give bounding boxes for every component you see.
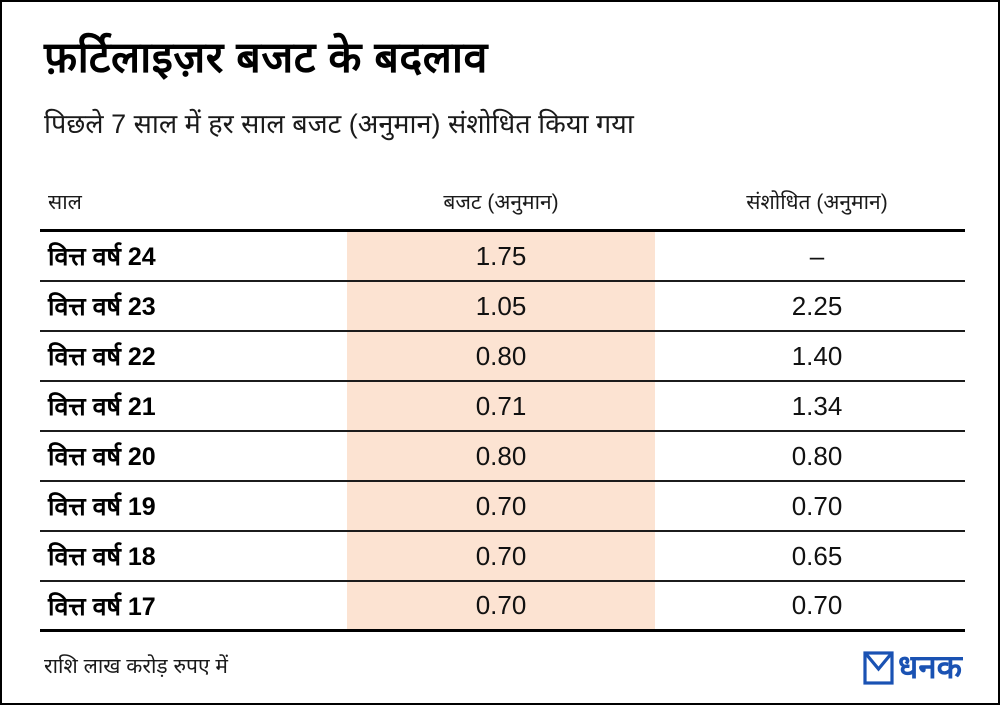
year-cell: वित्त वर्ष 20: [48, 443, 156, 471]
column-header-revised: संशोधित (अनुमान): [746, 190, 888, 214]
checked-box-icon: [862, 648, 896, 686]
budget-cell: 0.80: [347, 332, 655, 380]
table-row: वित्त वर्ष 22 0.80 1.40: [40, 332, 965, 382]
column-header-year: साल: [48, 190, 82, 214]
budget-cell: 0.70: [347, 582, 655, 629]
budget-cell: 0.80: [347, 432, 655, 480]
year-cell: वित्त वर्ष 19: [48, 493, 156, 521]
revised-cell: 1.34: [791, 390, 843, 421]
brand-name: धनक: [898, 648, 962, 685]
table-row: वित्त वर्ष 17 0.70 0.70: [40, 582, 965, 632]
revised-cell: 1.40: [791, 340, 843, 371]
dhanak-logo: धनक: [862, 648, 962, 686]
revised-cell: –: [809, 240, 825, 271]
year-cell: वित्त वर्ष 22: [48, 343, 156, 371]
unit-footnote: राशि लाख करोड़ रुपए में: [44, 655, 228, 678]
column-header-budget: बजट (अनुमान): [443, 190, 559, 214]
year-cell: वित्त वर्ष 23: [48, 293, 156, 321]
year-cell: वित्त वर्ष 24: [48, 243, 156, 271]
table-row: वित्त वर्ष 23 1.05 2.25: [40, 282, 965, 332]
table-row: वित्त वर्ष 19 0.70 0.70: [40, 482, 965, 532]
budget-cell: 1.75: [347, 232, 655, 280]
page-title: फ़र्टिलाइज़र बजट के बदलाव: [44, 34, 488, 82]
table-header-row: साल बजट (अनुमान) संशोधित (अनुमान): [40, 174, 965, 232]
table-row: वित्त वर्ष 24 1.75 –: [40, 232, 965, 282]
year-cell: वित्त वर्ष 18: [48, 543, 156, 571]
revised-cell: 0.70: [791, 590, 843, 620]
budget-table: साल बजट (अनुमान) संशोधित (अनुमान) वित्त …: [40, 174, 965, 632]
table-row: वित्त वर्ष 18 0.70 0.65: [40, 532, 965, 582]
revised-cell: 2.25: [791, 290, 843, 321]
revised-cell: 0.65: [791, 540, 843, 571]
table-row: वित्त वर्ष 21 0.71 1.34: [40, 382, 965, 432]
budget-cell: 1.05: [347, 282, 655, 330]
year-cell: वित्त वर्ष 21: [48, 393, 156, 421]
table-row: वित्त वर्ष 20 0.80 0.80: [40, 432, 965, 482]
budget-cell: 0.71: [347, 382, 655, 430]
year-cell: वित्त वर्ष 17: [48, 592, 156, 621]
budget-cell: 0.70: [347, 532, 655, 580]
page-subtitle: पिछले 7 साल में हर साल बजट (अनुमान) संशो…: [44, 109, 634, 139]
revised-cell: 0.70: [791, 490, 843, 521]
revised-cell: 0.80: [791, 440, 843, 471]
budget-cell: 0.70: [347, 482, 655, 530]
